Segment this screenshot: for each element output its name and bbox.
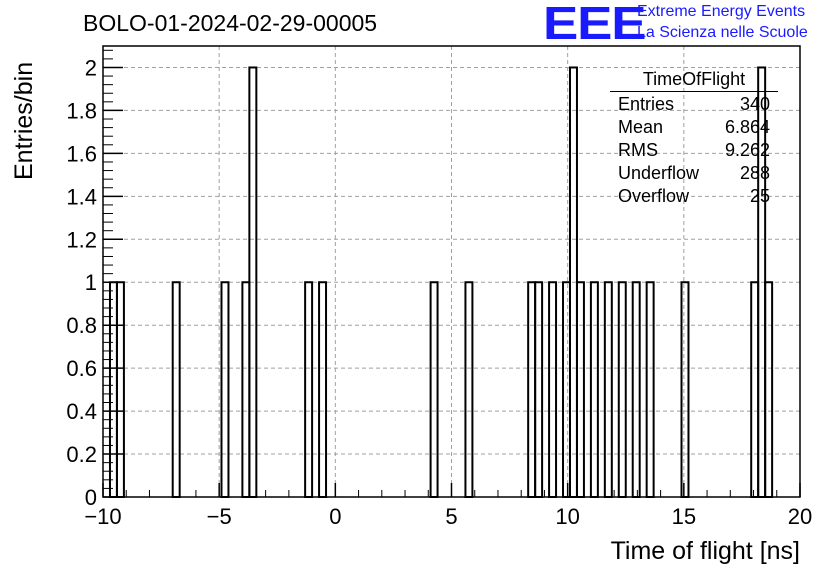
stats-row-mean: Mean 6.864: [610, 116, 778, 139]
histogram-bin: [562, 281, 571, 498]
stats-box: TimeOfFlight Entries 340 Mean 6.864 RMS 9.2…: [610, 69, 778, 208]
histogram-bin: [464, 281, 474, 498]
x-tick-label: 10: [555, 504, 579, 529]
histogram-bin: [115, 281, 125, 498]
stats-value: 340: [739, 94, 770, 114]
histogram-bin: [171, 281, 181, 498]
run-title: BOLO-01-2024-02-29-00005: [83, 10, 378, 36]
stats-value: 288: [739, 163, 770, 183]
y-axis-label: Entries/bin: [10, 62, 38, 180]
x-tick-label: −5: [207, 504, 232, 529]
x-tick-label: 0: [329, 504, 341, 529]
stats-value: 9.262: [724, 140, 770, 160]
stats-value: 25: [749, 186, 770, 206]
grid-lines: [103, 46, 800, 497]
x-tick-label: 15: [672, 504, 696, 529]
y-tick-label: 1.6: [66, 141, 97, 166]
y-tick-label: 0.6: [66, 356, 97, 381]
histogram-bin: [764, 281, 774, 498]
stats-row-rms: RMS 9.262: [610, 139, 778, 162]
histogram-bin: [527, 281, 537, 498]
x-axis-label: Time of flight [ns]: [611, 537, 800, 565]
histogram-bin: [304, 281, 314, 498]
x-tick-label: 20: [788, 504, 812, 529]
stats-value: 6.864: [724, 117, 770, 137]
stats-label: Entries: [618, 94, 675, 114]
y-tick-label: 0.4: [66, 399, 97, 424]
y-tick-label: 1: [85, 270, 97, 295]
y-tick-label: 1.2: [66, 227, 97, 252]
histogram-bin: [108, 281, 118, 498]
histogram-bin: [429, 281, 439, 498]
x-tick-label: −10: [84, 504, 121, 529]
y-tick-label: 0.8: [66, 313, 97, 338]
histogram-bin: [548, 281, 558, 498]
histogram-bin: [603, 281, 613, 498]
stats-row-overflow: Overflow 25: [610, 185, 778, 208]
stats-title: TimeOfFlight: [610, 69, 778, 92]
histogram-bin: [645, 281, 655, 498]
stats-label: Overflow: [618, 186, 690, 206]
y-tick-label: 0.2: [66, 442, 97, 467]
histogram-bin: [617, 281, 627, 498]
tick-labels: −10 −5 0 5 10 15 20 0 0.2 0.4 0.6 0.8 1 1.2 1.4 1.6 1.8 2: [66, 55, 812, 529]
stats-label: Underflow: [618, 163, 700, 183]
logo-line-2: La Scienza nelle Scuole: [637, 24, 808, 41]
y-tick-label: 2: [85, 55, 97, 80]
stats-label: Mean: [618, 117, 664, 137]
eee-logo: EEE: [543, 0, 647, 49]
y-tick-label: 0: [85, 485, 97, 510]
histogram-bin: [220, 281, 230, 498]
histogram-bin: [318, 281, 328, 498]
stats-row-underflow: Underflow 288: [610, 162, 778, 185]
histogram-bin: [241, 281, 251, 498]
histogram-bin: [680, 281, 690, 498]
histogram-bin: [631, 281, 641, 498]
stats-label: RMS: [618, 140, 658, 160]
y-tick-label: 1.8: [66, 98, 97, 123]
histogram-bin: [575, 281, 585, 498]
histogram-bin: [534, 281, 544, 498]
x-tick-label: 5: [445, 504, 457, 529]
histogram-bin: [750, 281, 760, 498]
stats-row-entries: Entries 340: [610, 93, 778, 116]
y-tick-label: 1.4: [66, 184, 97, 209]
histogram-bin: [589, 281, 599, 498]
logo-line-1: Extreme Energy Events: [637, 3, 806, 20]
axis-ticks: [102, 49, 801, 498]
